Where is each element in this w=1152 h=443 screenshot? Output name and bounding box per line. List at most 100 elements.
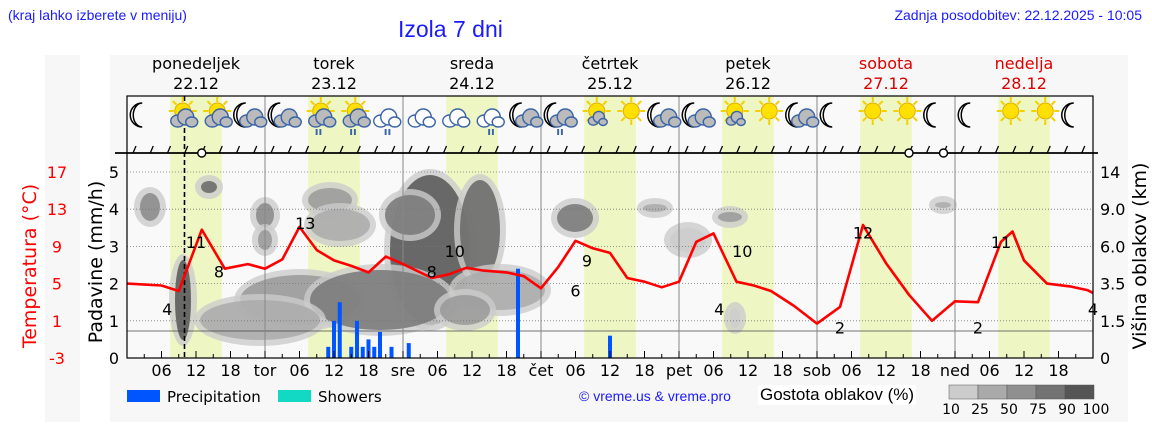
calm-wind-icon (938, 148, 949, 158)
wind-barb (425, 145, 430, 154)
showers-legend-label: Showers (318, 388, 382, 406)
wind-barb (494, 145, 499, 154)
temperature-label: 2 (973, 319, 983, 338)
temperature-label: 4 (162, 300, 172, 319)
x-tick: ned (940, 361, 970, 380)
cloud-area (200, 300, 320, 340)
precipitation-bar (372, 346, 377, 358)
day-name: petek (725, 54, 771, 73)
calm-wind-icon (197, 148, 207, 158)
temperature-axis-panel (45, 55, 80, 422)
gridlines (127, 96, 1093, 358)
x-tick: sre (391, 361, 415, 380)
precipitation-bar (389, 346, 394, 358)
day-name: torek (313, 54, 355, 73)
wind-barb (322, 145, 327, 154)
wind-barb (736, 145, 741, 154)
svg-text:ıı: ıı (556, 125, 564, 138)
wind-barb (787, 145, 793, 154)
wind-barb (529, 145, 534, 154)
x-tick: 12 (1014, 361, 1034, 380)
cloud-area (718, 212, 742, 222)
temp-tick: 17 (47, 163, 67, 182)
wind-barb (805, 145, 810, 154)
density-tick: 100 (1083, 402, 1110, 418)
wind-barb (253, 145, 258, 154)
cloud-rain-icon: ıı (373, 108, 402, 138)
day-name: četrtek (582, 54, 640, 73)
wind-barb (391, 145, 396, 154)
weather-icon-row: ıı ıı ıı ıı ıı (129, 97, 1074, 138)
temperature-label: 4 (714, 300, 724, 319)
moon-icon (819, 102, 833, 128)
cloud-area (935, 202, 951, 208)
credit-link[interactable]: © vreme.us & vreme.pro (579, 388, 731, 404)
x-tick: 18 (772, 361, 792, 380)
svg-text:ıı: ıı (315, 125, 323, 138)
cloud-height-tick: 0 (1100, 349, 1110, 368)
wind-barb (1029, 145, 1034, 154)
day-date: 27.12 (863, 74, 909, 93)
wind-barb (684, 145, 689, 154)
sun-cloud-rain-icon: ıı (341, 97, 371, 138)
moon-icon (923, 102, 936, 128)
sun-icon (858, 97, 887, 125)
x-tick: 18 (1048, 361, 1068, 380)
wind-barb (960, 145, 965, 154)
x-tick: 18 (634, 361, 654, 380)
wind-barb (1046, 145, 1051, 154)
day-name: nedelja (995, 54, 1054, 73)
wind-barb (442, 145, 448, 154)
cloud-area (310, 209, 370, 241)
density-tick: 75 (1029, 402, 1047, 418)
moon-cloud-icon (681, 102, 716, 128)
day-name: sreda (450, 54, 494, 73)
cloud-area (643, 204, 667, 212)
wind-barb (373, 145, 379, 154)
svg-text:ıı: ıı (349, 125, 357, 138)
x-tick: tor (254, 361, 277, 380)
daylight-band (998, 96, 1050, 358)
sun-icon (755, 97, 784, 125)
sun-icon (996, 97, 1025, 125)
calm-wind-icon (904, 148, 914, 158)
wind-barb (132, 145, 137, 154)
wind-barb (460, 145, 465, 154)
x-tick: čet (529, 361, 554, 380)
temp-tick: -3 (49, 349, 65, 368)
density-legend-title: Gostota oblakov (%) (758, 385, 917, 405)
sun-small-cloud-icon (720, 97, 749, 127)
wind-barb (235, 145, 241, 154)
precipitation-legend-label: Precipitation (167, 388, 261, 406)
cloud-icon (407, 108, 436, 128)
wind-barb (822, 145, 827, 154)
wind-barb (580, 145, 586, 154)
density-swatch (1064, 384, 1095, 400)
density-tick: 10 (942, 402, 960, 418)
wind-barb (270, 145, 275, 154)
x-tick: 12 (738, 361, 758, 380)
wind-barb (891, 145, 896, 154)
day-date: 25.12 (587, 74, 633, 93)
wind-barb (839, 145, 844, 154)
precipitation-bar (406, 343, 411, 358)
wind-barb (701, 145, 706, 154)
day-date: 28.12 (1001, 74, 1047, 93)
cloud-height-tick: 9.0 (1100, 200, 1125, 219)
precipitation-bar (378, 331, 382, 358)
wind-barb-row (115, 145, 1098, 158)
temperature-label: 9 (582, 251, 592, 270)
day-name: ponedeljek (152, 54, 241, 73)
cloud-height-tick: 6.0 (1100, 237, 1125, 256)
temperature-label: 10 (732, 242, 752, 261)
precip-axis-label: Padavine (mm/h) (85, 181, 107, 344)
moon-cloud-icon (647, 102, 682, 128)
temperature-label: 8 (427, 263, 437, 282)
wind-barb (546, 145, 551, 154)
temperature-label: 8 (214, 263, 224, 282)
x-tick: 18 (910, 361, 930, 380)
cloud-height-axis-label: Višina oblakov (km) (1129, 163, 1151, 350)
x-tick: 18 (496, 361, 516, 380)
cloud-area (730, 308, 740, 328)
